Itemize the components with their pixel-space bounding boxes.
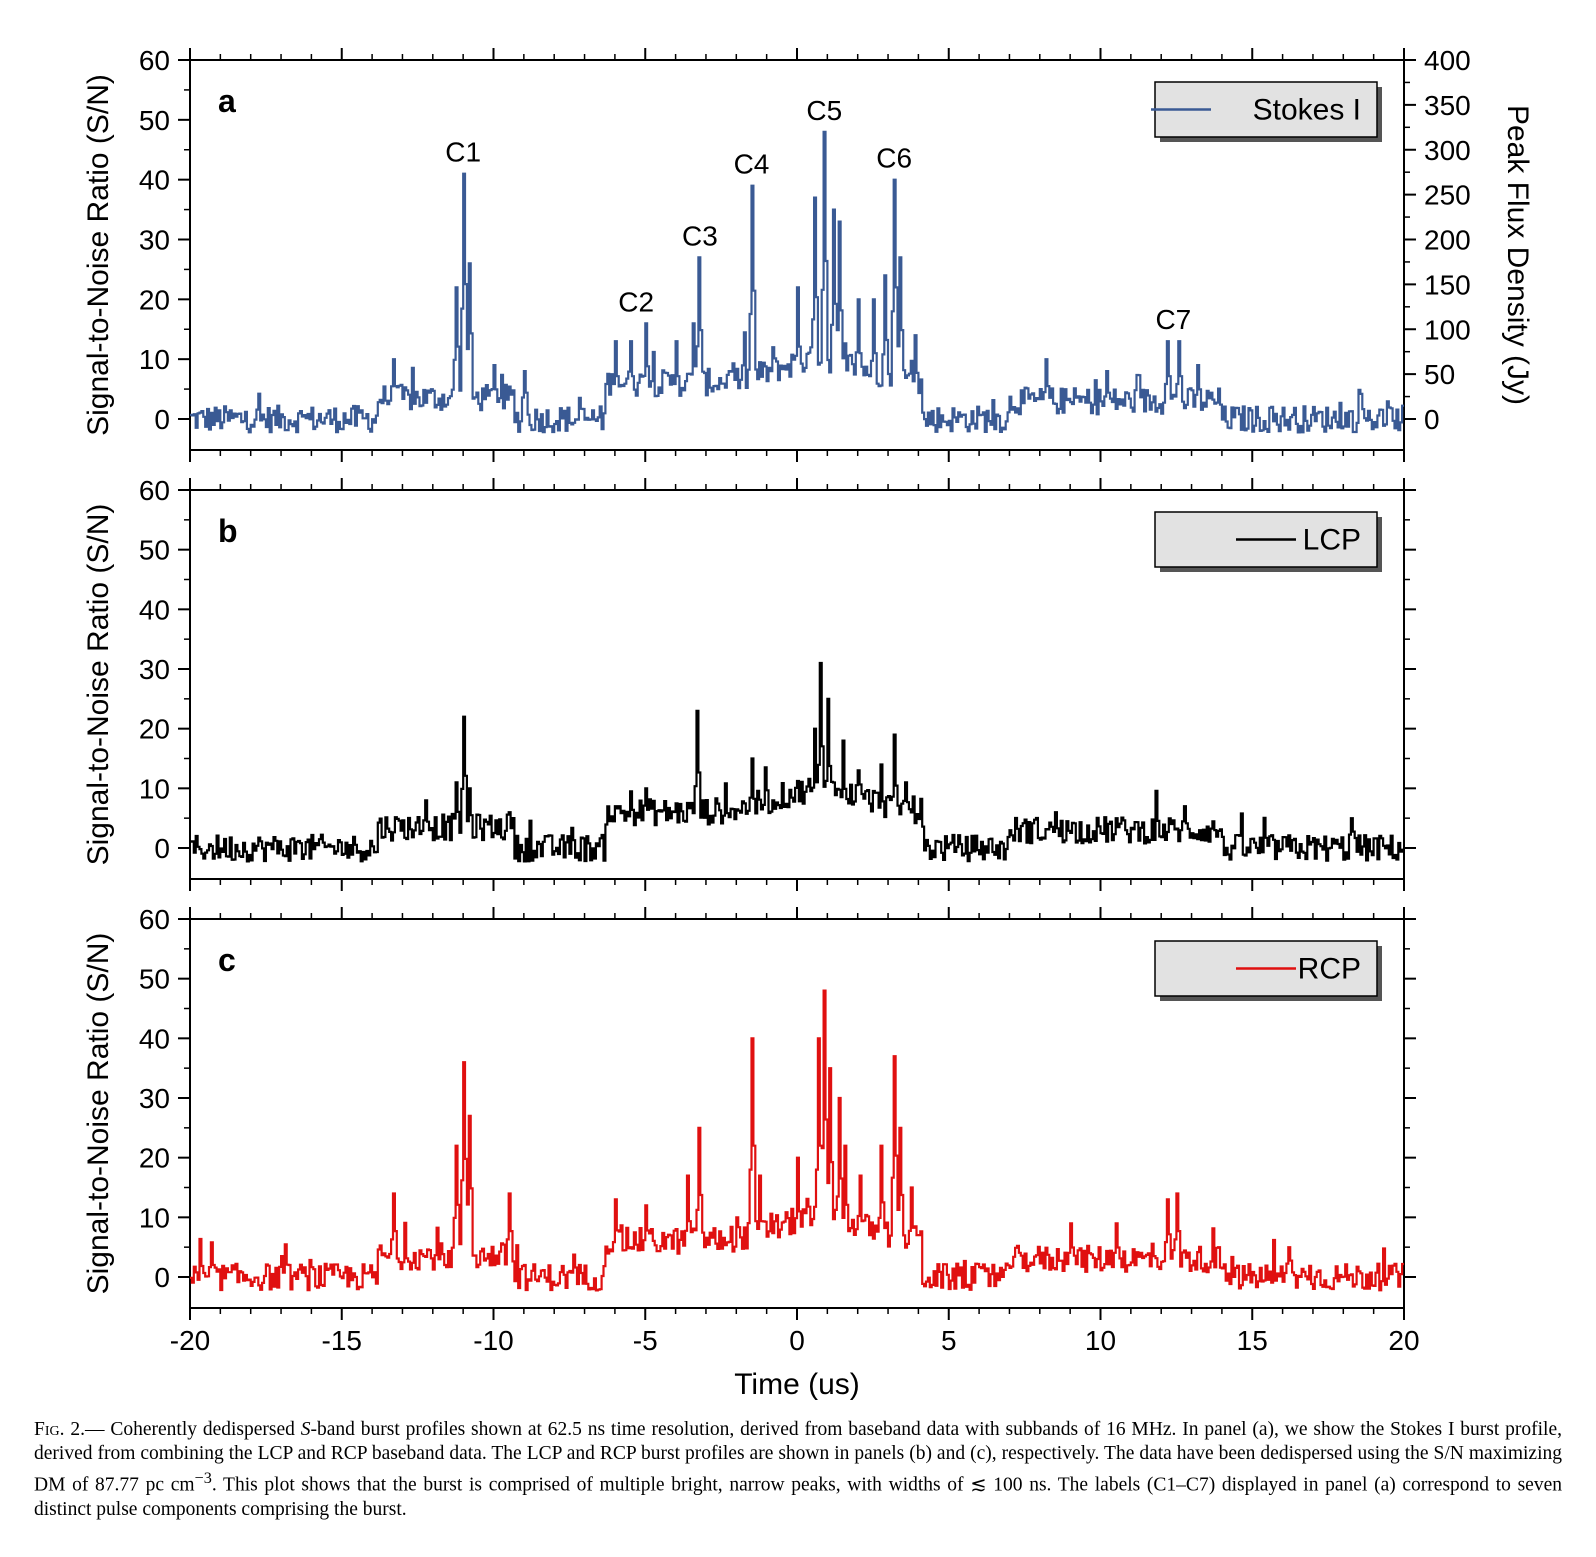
panel-letter: a <box>218 83 236 119</box>
y-tick-label: 20 <box>139 284 170 315</box>
y-tick-label: 30 <box>139 1083 170 1114</box>
y-tick-label: 20 <box>139 714 170 745</box>
y2-axis-title: Peak Flux Density (Jy) <box>1501 105 1534 405</box>
y-tick-label: 10 <box>139 1202 170 1233</box>
y2-tick-label: 400 <box>1424 45 1471 76</box>
y2-tick-label: 150 <box>1424 269 1471 300</box>
component-label-c5: C5 <box>806 95 842 126</box>
figure-caption: Fig. 2.— Coherently dedispersed S-band b… <box>34 1418 1562 1522</box>
y-tick-label: 50 <box>139 105 170 136</box>
x-tick-label: -20 <box>170 1325 210 1356</box>
component-label-c2: C2 <box>618 286 654 317</box>
caption-label: Fig. 2.— <box>34 1419 105 1440</box>
y-tick-label: 40 <box>139 1023 170 1054</box>
legend-b: LCP <box>1154 511 1382 572</box>
y2-tick-label: 0 <box>1424 404 1440 435</box>
caption-s-band: S <box>300 1419 311 1440</box>
y-axis-title: Signal-to-Noise Ratio (S/N) <box>82 933 115 1295</box>
x-tick-label: 5 <box>941 1325 957 1356</box>
y-tick-label: 0 <box>154 1262 170 1293</box>
panel-letter: b <box>218 513 238 549</box>
y-tick-label: 20 <box>139 1143 170 1174</box>
y2-tick-label: 50 <box>1424 359 1455 390</box>
figure-canvas: 0102030405060050100150200250300350400Pea… <box>82 45 1534 1401</box>
legend-label: RCP <box>1298 953 1361 986</box>
component-label-c1: C1 <box>445 137 481 168</box>
y-tick-label: 0 <box>154 833 170 864</box>
y2-tick-label: 200 <box>1424 225 1471 256</box>
legend-label: LCP <box>1303 524 1361 557</box>
x-tick-label: -10 <box>473 1325 513 1356</box>
caption-text-3: . This plot shows that the burst is comp… <box>34 1474 1562 1520</box>
y-tick-label: 40 <box>139 594 170 625</box>
x-tick-label: 15 <box>1237 1325 1268 1356</box>
y-tick-label: 30 <box>139 225 170 256</box>
component-label-c4: C4 <box>734 149 770 180</box>
y-tick-label: 30 <box>139 654 170 685</box>
panel-b: 0 10 20 30 40 50 60 Signal-to-Noise Ratio (S/N)… <box>82 475 1416 891</box>
y-tick-label: 60 <box>139 904 170 935</box>
x-tick-label: 10 <box>1085 1325 1116 1356</box>
y-tick-label: 10 <box>139 773 170 804</box>
x-tick-label: -15 <box>322 1325 362 1356</box>
caption-text-1: Coherently dedispersed <box>104 1419 301 1440</box>
x-tick-label: 20 <box>1388 1325 1419 1356</box>
x-axis-title: Time (us) <box>734 1368 860 1401</box>
caption-exponent: −3 <box>194 1469 212 1487</box>
x-tick-label: 0 <box>789 1325 805 1356</box>
caption-text-2: -band burst profiles shown at 62.5 ns ti… <box>34 1419 1563 1496</box>
y-tick-label: 50 <box>139 535 170 566</box>
series-line-stokes-i <box>190 130 1404 434</box>
y-tick-label: 60 <box>139 475 170 506</box>
panel-c: 0 10 20 30 40 50 60 -20 -15 -10 -5 0 5 10 15 20 Signal-t… <box>82 904 1420 1401</box>
y-tick-label: 40 <box>139 165 170 196</box>
y2-tick-label: 350 <box>1424 90 1471 121</box>
legend-label: Stokes I <box>1253 94 1361 127</box>
x-tick-label: -5 <box>633 1325 658 1356</box>
y-axis-title: Signal-to-Noise Ratio (S/N) <box>82 504 115 866</box>
y-tick-label: 60 <box>139 45 170 76</box>
component-label-c6: C6 <box>876 143 912 174</box>
y2-tick-label: 300 <box>1424 135 1471 166</box>
y-tick-label: 0 <box>154 404 170 435</box>
y-axis-title: Signal-to-Noise Ratio (S/N) <box>82 74 115 436</box>
y-tick-label: 50 <box>139 964 170 995</box>
y2-tick-label: 100 <box>1424 314 1471 345</box>
panel-letter: c <box>218 942 236 978</box>
component-label-c3: C3 <box>682 220 718 251</box>
legend-a: Stokes I <box>1151 81 1382 142</box>
series-line-lcp <box>190 661 1404 863</box>
series-line-rcp <box>190 989 1404 1292</box>
y2-tick-label: 250 <box>1424 180 1471 211</box>
component-label-c7: C7 <box>1155 304 1191 335</box>
legend-c: RCP <box>1154 940 1382 1001</box>
y-tick-label: 10 <box>139 344 170 375</box>
panel-a: 0 10 20 30 40 50 60 0 50 100 150 200 250 300 350 400 Pea… <box>82 45 1534 462</box>
